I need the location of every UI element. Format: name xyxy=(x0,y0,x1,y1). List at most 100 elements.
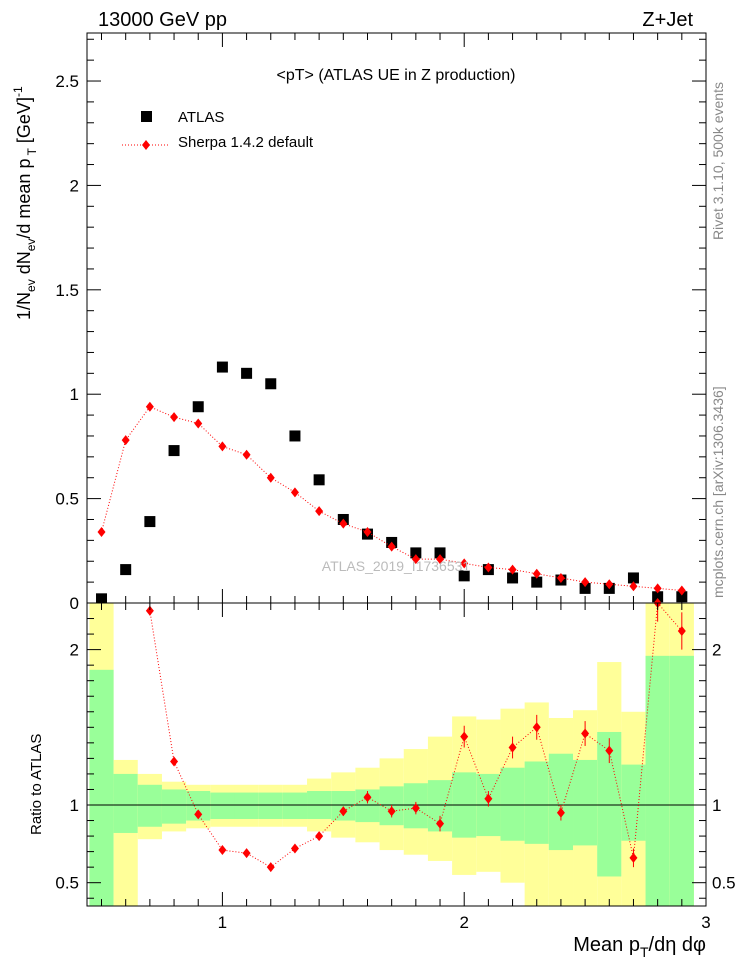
main-y-tick-label: 1.5 xyxy=(55,281,79,300)
sherpa-data-point xyxy=(484,562,493,573)
ratio-y-tick-label-left: 1 xyxy=(70,796,79,815)
ratio-stat-band xyxy=(524,761,549,844)
ratio-stat-band xyxy=(89,669,114,906)
ratio-stat-band xyxy=(113,773,138,833)
sherpa-data-point xyxy=(387,541,396,552)
atlas-data-point xyxy=(458,570,470,582)
ratio-data-point xyxy=(315,831,324,842)
ratio-data-point xyxy=(170,756,179,767)
ratio-data-point xyxy=(387,806,396,817)
atlas-data-point xyxy=(265,378,277,390)
sherpa-data-point xyxy=(605,579,614,590)
ratio-y-axis-title: Ratio to ATLAS xyxy=(28,734,45,835)
sherpa-data-point xyxy=(121,435,130,446)
legend: ATLAS Sherpa 1.4.2 default xyxy=(122,109,314,151)
sherpa-data-point xyxy=(339,518,348,529)
ratio-stat-band xyxy=(500,767,525,841)
atlas-data-point xyxy=(168,445,180,457)
ratio-series-line xyxy=(149,601,683,868)
atlas-data-point xyxy=(120,564,132,576)
atlas-data-point xyxy=(313,474,325,486)
atlas-data-point xyxy=(627,572,639,584)
sherpa-data-point xyxy=(411,554,420,565)
legend-label-atlas: ATLAS xyxy=(178,109,224,126)
header-process-label: 13000 GeV pp xyxy=(98,9,227,31)
atlas-data-point xyxy=(434,547,446,559)
sherpa-data-point xyxy=(677,585,686,596)
sherpa-data-point xyxy=(290,487,299,498)
source-reference-label: mcplots.cern.ch [arXiv:1306.3436] xyxy=(710,386,726,598)
atlas-data-point xyxy=(507,572,519,584)
legend-label-sherpa: Sherpa 1.4.2 default xyxy=(178,134,314,151)
main-panel: 0 0.5 1 1.5 2 2.5 <pT> (ATLAS UE in Z product… xyxy=(11,32,707,613)
sherpa-data-point xyxy=(145,401,154,412)
ratio-stat-band xyxy=(258,792,283,819)
ratio-panel-frame xyxy=(86,602,707,907)
sherpa-data-point xyxy=(363,527,372,538)
ratio-data-point xyxy=(581,728,590,739)
ratio-data-point xyxy=(218,845,227,856)
x-tick-label: 1 xyxy=(218,913,227,932)
ratio-data-point xyxy=(411,803,420,814)
atlas-data-point xyxy=(289,430,301,442)
main-plot-title: <pT> (ATLAS UE in Z production) xyxy=(277,67,516,84)
ratio-stat-band xyxy=(548,753,574,851)
ratio-stat-band xyxy=(645,655,670,906)
ratio-data-point xyxy=(363,792,372,803)
ratio-data-point xyxy=(145,605,154,616)
ratio-data-point xyxy=(242,848,251,859)
legend-marker-atlas xyxy=(141,111,152,122)
ratio-y-tick-label-right: 1 xyxy=(712,796,721,815)
atlas-data-point xyxy=(192,401,204,413)
ratio-data-point xyxy=(266,862,275,873)
sherpa-data-point xyxy=(532,568,541,579)
ratio-stat-band xyxy=(282,792,308,819)
ratio-data-point xyxy=(508,742,517,753)
rivet-version-label: Rivet 3.1.10, 500k events xyxy=(710,82,726,240)
ratio-stat-band xyxy=(621,764,646,841)
atlas-data-point xyxy=(216,361,228,373)
main-y-tick-label: 1 xyxy=(70,385,79,404)
sherpa-data-point xyxy=(266,472,275,483)
main-y-tick-label: 0.5 xyxy=(55,490,79,509)
sherpa-data-point xyxy=(508,564,517,575)
main-y-axis-title: 1/Nev dNev/d mean p T [GeV]-1 xyxy=(11,86,39,320)
sherpa-data-point xyxy=(581,577,590,588)
sherpa-data-point xyxy=(653,583,662,594)
sherpa-data-point xyxy=(97,527,106,538)
ratio-stat-band xyxy=(161,789,187,824)
ratio-y-tick-label-right: 0.5 xyxy=(712,874,736,893)
sherpa-data-point xyxy=(218,441,227,452)
sherpa-data-point xyxy=(460,558,469,569)
ratio-stat-band xyxy=(210,792,235,819)
sherpa-data-point xyxy=(170,412,179,423)
ratio-stat-band xyxy=(669,655,694,906)
atlas-data-point xyxy=(579,582,591,594)
watermark-label: ATLAS_2019_I1736531 xyxy=(322,558,471,574)
sherpa-data-point xyxy=(629,581,638,592)
ratio-data-point xyxy=(339,806,348,817)
ratio-data-point xyxy=(677,625,686,636)
main-y-tick-label: 2.5 xyxy=(55,72,79,91)
atlas-data-point xyxy=(410,547,422,559)
atlas-data-point xyxy=(241,367,253,379)
ratio-data-point xyxy=(532,722,541,733)
main-y-tick-label: 2 xyxy=(70,176,79,195)
sherpa-data-point xyxy=(242,449,251,460)
main-y-tick-label: 0 xyxy=(70,594,79,613)
ratio-stat-band xyxy=(573,759,598,846)
ratio-data-point xyxy=(605,745,614,756)
sherpa-data-point xyxy=(556,572,565,583)
ratio-y-tick-label-left: 2 xyxy=(70,641,79,660)
ratio-y-tick-label-left: 0.5 xyxy=(55,874,79,893)
ratio-stat-band xyxy=(234,792,259,819)
ratio-stat-band xyxy=(137,784,162,827)
sherpa-data-point xyxy=(315,506,324,517)
ratio-data-point xyxy=(290,843,299,854)
ratio-data-point xyxy=(556,807,565,818)
sherpa-data-point xyxy=(194,418,203,429)
ratio-data-point xyxy=(194,809,203,820)
ratio-data-point xyxy=(484,793,493,804)
legend-marker-sherpa xyxy=(142,140,150,150)
